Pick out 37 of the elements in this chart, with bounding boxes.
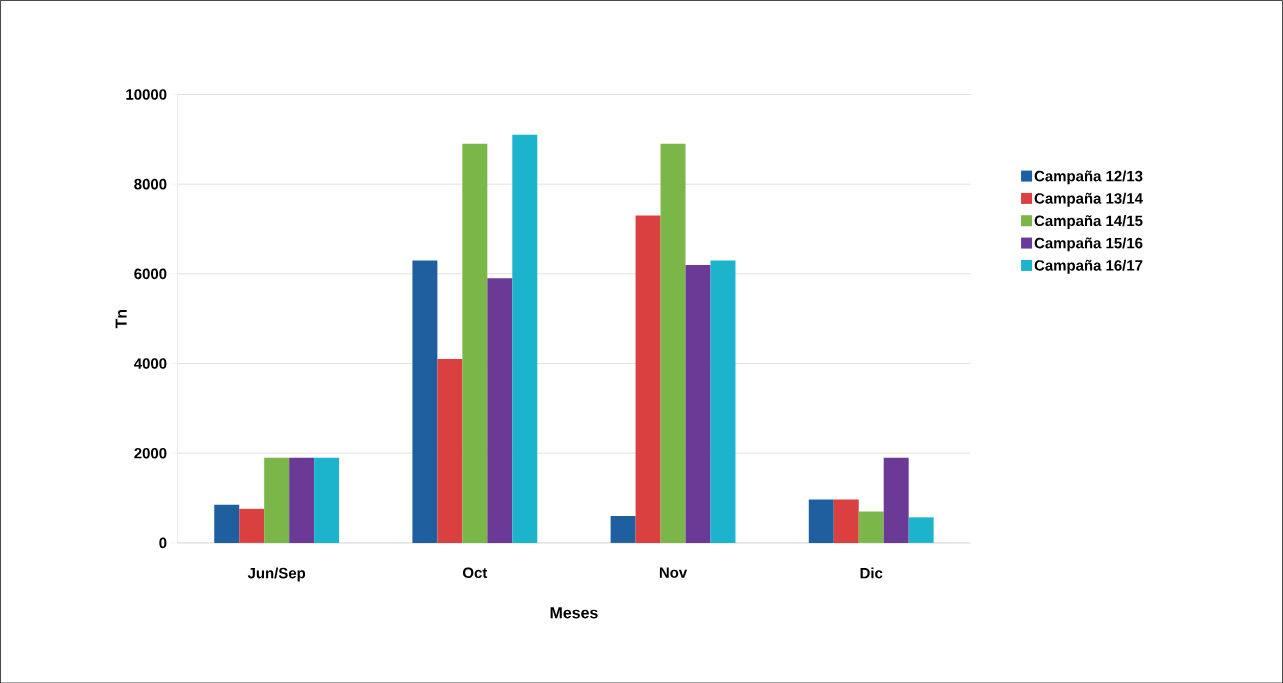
y-tick-label: 8000 [134,178,167,190]
bar [239,508,265,543]
bar [462,143,488,543]
legend-label: Campaña 16/17 [1034,259,1143,274]
legend-label: Campaña 15/16 [1034,237,1143,252]
legend-label: Campaña 13/14 [1034,192,1143,207]
x-tick-label: Nov [659,567,688,578]
bar [610,515,636,543]
bar [883,457,909,543]
bar [635,215,661,543]
bar [833,499,859,543]
bar [660,143,686,543]
y-tick-label: 10000 [126,88,167,100]
bar [908,517,934,543]
y-tick-label: 6000 [134,268,167,279]
bar [710,260,736,543]
x-tick-label: Oct [462,567,488,578]
x-tick-label: Dic [860,567,883,579]
bar [512,134,538,543]
bar [858,511,884,543]
legend-label: Campaña 12/13 [1034,170,1143,185]
y-axis-title: Tn [115,309,127,329]
bar [487,278,513,543]
bar [412,260,438,543]
x-axis-title: Meses [550,607,598,619]
bar [685,264,711,543]
bar [808,499,834,543]
bar [314,457,340,543]
bar [264,457,290,543]
y-tick-label: 2000 [134,447,167,459]
bar [214,504,240,543]
bar [437,358,463,543]
y-tick-label: 0 [159,537,167,548]
legend-label: Campaña 14/15 [1034,214,1143,229]
bar [289,457,315,543]
y-tick-label: 4000 [133,358,167,369]
x-tick-label: Jun/Sep [247,567,306,582]
